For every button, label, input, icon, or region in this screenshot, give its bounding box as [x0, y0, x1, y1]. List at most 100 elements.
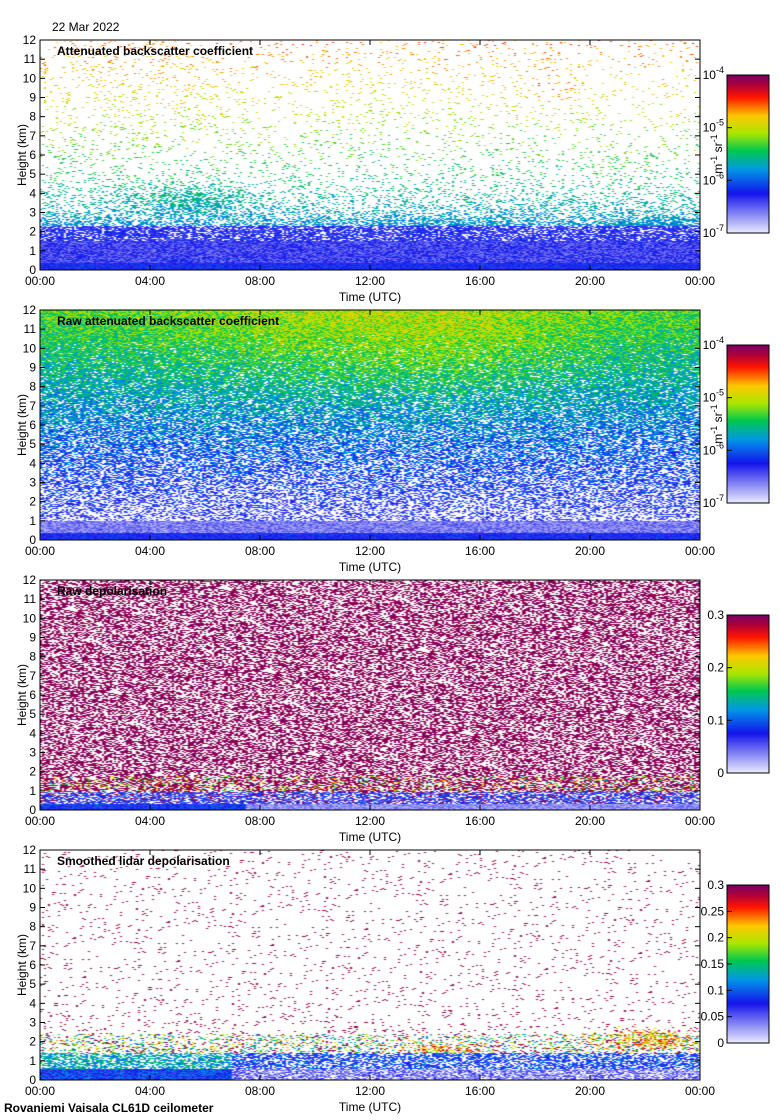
x-tick-label: 08:00 — [245, 544, 275, 558]
heatmap-image — [40, 310, 700, 540]
x-tick-label: 00:00 — [685, 814, 715, 828]
colorbar — [726, 884, 770, 1044]
y-tick-label: 10 — [23, 341, 37, 355]
x-tick-label: 12:00 — [355, 1084, 385, 1098]
colorbar-tick-label: 0 — [717, 766, 724, 780]
y-tick-label: 9 — [29, 631, 36, 645]
panel-title: Raw attenuated backscatter coefficient — [57, 314, 279, 328]
y-tick-label: 11 — [24, 862, 37, 876]
x-tick-label: 12:00 — [355, 544, 385, 558]
x-tick-label: 12:00 — [355, 274, 385, 288]
y-tick-label: 1 — [29, 784, 36, 798]
x-tick-label: 20:00 — [575, 274, 605, 288]
x-tick-label: 04:00 — [135, 1084, 165, 1098]
y-tick-label: 6 — [29, 418, 36, 432]
y-tick-label: 10 — [23, 611, 37, 625]
y-axis-label: Height (km) — [15, 394, 29, 456]
y-tick-label: 7 — [29, 669, 36, 683]
y-tick-label: 9 — [29, 901, 36, 915]
y-tick-label: 11 — [24, 322, 37, 336]
y-tick-label: 6 — [29, 148, 36, 162]
x-tick-label: 12:00 — [355, 814, 385, 828]
y-tick-label: 5 — [29, 437, 36, 451]
colorbar-tick-label: 0.15 — [701, 957, 725, 971]
x-tick-label: 00:00 — [685, 274, 715, 288]
y-tick-label: 5 — [29, 707, 36, 721]
y-tick-label: 4 — [29, 996, 36, 1010]
colorbar — [726, 74, 770, 234]
y-tick-label: 11 — [24, 52, 37, 66]
colorbar — [726, 344, 770, 504]
x-axis-label: Time (UTC) — [339, 830, 401, 844]
x-tick-label: 00:00 — [25, 1084, 55, 1098]
panel-title: Raw depolarisation — [57, 584, 167, 598]
x-tick-label: 20:00 — [575, 1084, 605, 1098]
colorbar-tick-label: 10-4 — [703, 65, 724, 82]
y-tick-label: 0 — [29, 533, 36, 547]
y-tick-label: 8 — [29, 110, 36, 124]
y-tick-label: 4 — [29, 186, 36, 200]
x-tick-label: 00:00 — [685, 544, 715, 558]
colorbar-tick-label: 10-5 — [703, 388, 724, 405]
y-tick-label: 3 — [29, 206, 36, 220]
colorbar-tick-label: 0 — [717, 1036, 724, 1050]
x-tick-label: 16:00 — [465, 814, 495, 828]
x-tick-label: 00:00 — [25, 274, 55, 288]
colorbar-tick-label: 10-4 — [703, 335, 724, 352]
y-tick-label: 10 — [23, 881, 37, 895]
colorbar-tick-label: 0.3 — [707, 608, 724, 622]
y-tick-label: 11 — [24, 592, 37, 606]
y-tick-label: 3 — [29, 746, 36, 760]
y-tick-label: 6 — [29, 958, 36, 972]
x-tick-label: 20:00 — [575, 544, 605, 558]
y-tick-label: 6 — [29, 688, 36, 702]
colorbar-tick-label: 0.2 — [707, 661, 724, 675]
y-tick-label: 2 — [29, 495, 36, 509]
y-axis-label: Height (km) — [15, 664, 29, 726]
date-label: 22 Mar 2022 — [52, 20, 120, 34]
y-tick-label: 8 — [29, 650, 36, 664]
colorbar-tick-label: 0.1 — [707, 983, 724, 997]
heatmap-image — [40, 580, 700, 810]
x-tick-label: 00:00 — [25, 544, 55, 558]
x-tick-label: 04:00 — [135, 274, 165, 288]
y-tick-label: 3 — [29, 476, 36, 490]
y-tick-label: 0 — [29, 803, 36, 817]
y-tick-label: 9 — [29, 91, 36, 105]
x-tick-label: 16:00 — [465, 1084, 495, 1098]
y-tick-label: 8 — [29, 920, 36, 934]
y-tick-label: 12 — [23, 303, 37, 317]
x-tick-label: 08:00 — [245, 1084, 275, 1098]
heatmap-image — [40, 40, 700, 270]
colorbar-tick-label: 10-7 — [703, 493, 724, 510]
y-tick-label: 2 — [29, 765, 36, 779]
colorbar-unit: m-1 sr-1 — [709, 134, 725, 173]
colorbar-tick-label: 0.25 — [701, 904, 725, 918]
panel-title: Attenuated backscatter coefficient — [57, 44, 253, 58]
colorbar-tick-label: 0.05 — [701, 1010, 725, 1024]
y-tick-label: 2 — [29, 1035, 36, 1049]
y-tick-label: 3 — [29, 1016, 36, 1030]
y-tick-label: 10 — [23, 71, 37, 85]
heatmap-image — [40, 850, 700, 1080]
y-tick-label: 12 — [23, 573, 37, 587]
x-axis-label: Time (UTC) — [339, 1100, 401, 1114]
y-tick-label: 1 — [29, 244, 36, 258]
y-tick-label: 1 — [29, 1054, 36, 1068]
x-tick-label: 08:00 — [245, 274, 275, 288]
y-tick-label: 5 — [29, 167, 36, 181]
x-tick-label: 00:00 — [685, 1084, 715, 1098]
panel-title: Smoothed lidar depolarisation — [57, 854, 230, 868]
y-axis-label: Height (km) — [15, 124, 29, 186]
y-tick-label: 12 — [23, 33, 37, 47]
x-tick-label: 16:00 — [465, 274, 495, 288]
y-tick-label: 7 — [29, 399, 36, 413]
x-tick-label: 08:00 — [245, 814, 275, 828]
colorbar-unit: m-1 sr-1 — [709, 404, 725, 443]
x-tick-label: 20:00 — [575, 814, 605, 828]
y-tick-label: 5 — [29, 977, 36, 991]
